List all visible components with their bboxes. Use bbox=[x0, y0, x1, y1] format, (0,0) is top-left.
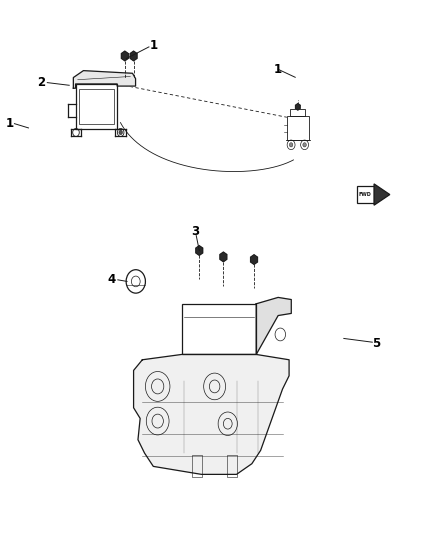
Circle shape bbox=[290, 143, 293, 147]
Polygon shape bbox=[220, 252, 227, 262]
Text: 1: 1 bbox=[149, 39, 157, 52]
Bar bbox=[75, 84, 117, 129]
Polygon shape bbox=[374, 184, 390, 205]
Text: 1: 1 bbox=[274, 63, 282, 76]
Polygon shape bbox=[251, 255, 258, 264]
Circle shape bbox=[119, 130, 123, 134]
Bar bbox=[79, 89, 114, 124]
Text: 2: 2 bbox=[38, 76, 46, 89]
Text: 5: 5 bbox=[373, 337, 381, 350]
Text: 3: 3 bbox=[191, 225, 199, 238]
Text: 4: 4 bbox=[108, 273, 116, 286]
Polygon shape bbox=[130, 51, 137, 61]
Polygon shape bbox=[196, 246, 203, 255]
Polygon shape bbox=[256, 297, 291, 354]
Polygon shape bbox=[296, 103, 300, 110]
Polygon shape bbox=[134, 354, 289, 474]
Polygon shape bbox=[73, 70, 136, 88]
Text: 1: 1 bbox=[6, 117, 14, 130]
Polygon shape bbox=[121, 51, 128, 61]
Bar bbox=[357, 186, 374, 203]
Bar bbox=[290, 109, 305, 116]
Bar bbox=[192, 455, 202, 477]
Bar bbox=[182, 304, 256, 354]
Circle shape bbox=[303, 143, 306, 147]
Bar bbox=[287, 116, 308, 140]
Bar bbox=[227, 455, 237, 477]
Text: FWD: FWD bbox=[358, 192, 371, 197]
